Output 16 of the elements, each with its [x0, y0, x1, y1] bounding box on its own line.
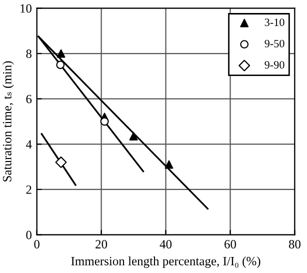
- legend-label: 9-50: [264, 40, 284, 48]
- legend-label: 9-90: [264, 61, 284, 69]
- legend-label: 3-10: [264, 18, 284, 26]
- y-axis-title: Saturation time, tₛ (min): [2, 61, 14, 182]
- y-tick-label: 2: [26, 186, 32, 194]
- y-tick-label: 10: [20, 4, 32, 13]
- x-tick-label: 80: [288, 240, 300, 248]
- y-tick-label: 0: [26, 230, 32, 240]
- x-axis-title: Immersion length percentage, I/I₀ (%): [71, 256, 260, 268]
- y-tick-label: 4: [26, 140, 32, 148]
- x-tick-label: 40: [160, 240, 172, 248]
- y-tick-label: 6: [26, 94, 32, 104]
- x-tick-label: 0: [34, 240, 40, 248]
- x-tick-label: 20: [96, 240, 108, 248]
- x-tick-label: 60: [224, 240, 236, 248]
- y-tick-label: 8: [26, 50, 32, 58]
